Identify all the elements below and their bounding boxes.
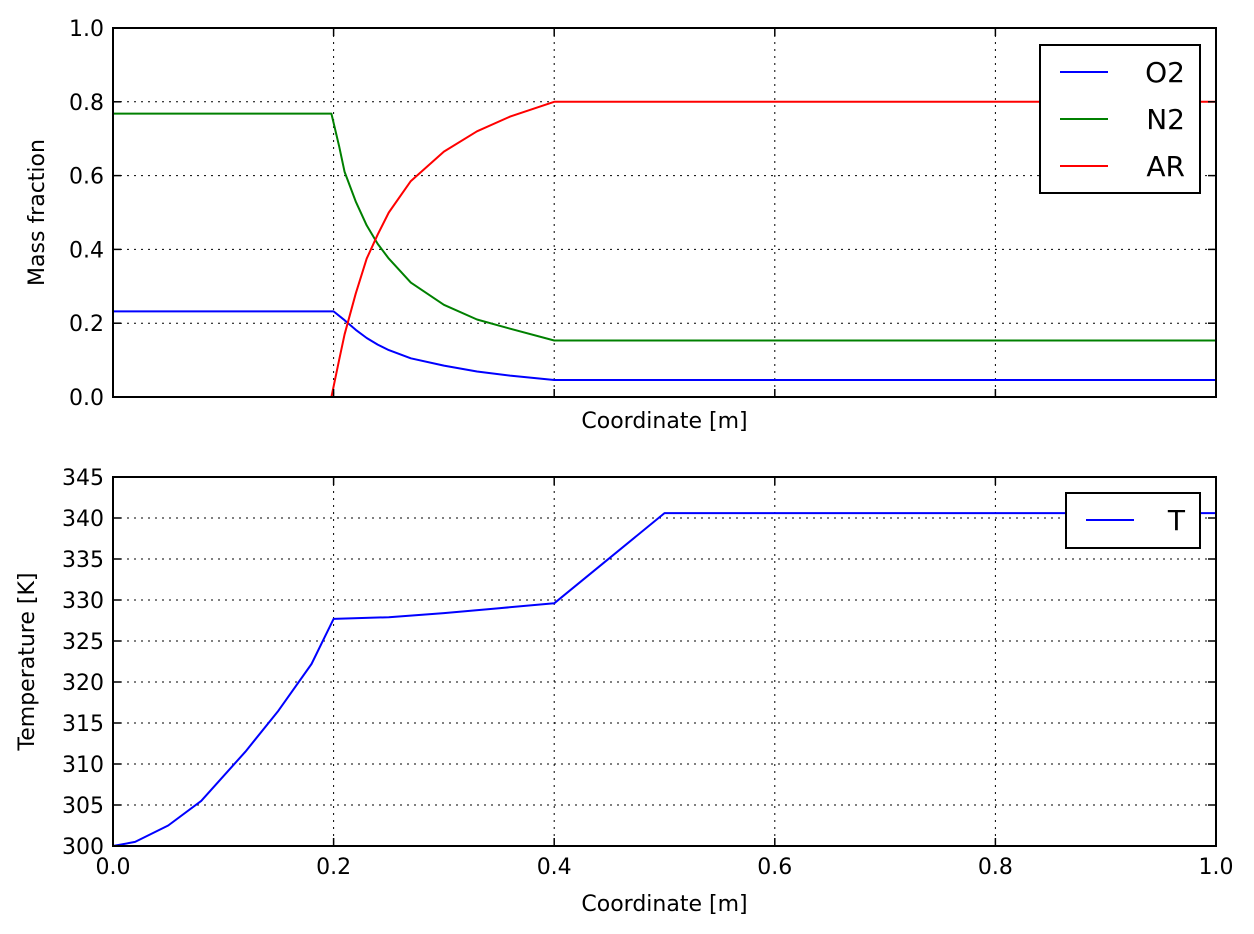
x-axis-label: Coordinate [m] xyxy=(581,409,747,434)
x-tick-label: 0.4 xyxy=(537,855,572,880)
legend-label-ar: AR xyxy=(1146,150,1185,183)
legend-label-n2: N2 xyxy=(1146,103,1185,136)
y-axis-label: Mass fraction xyxy=(25,139,50,286)
y-tick-label: 300 xyxy=(62,835,104,860)
y-tick-label: 1.0 xyxy=(69,17,104,42)
y-tick-label: 310 xyxy=(62,753,104,778)
x-tick-label: 0.8 xyxy=(978,855,1013,880)
y-tick-label: 0.8 xyxy=(69,91,104,116)
y-tick-label: 325 xyxy=(62,630,104,655)
y-tick-label: 0.4 xyxy=(69,238,104,263)
series-line-ar xyxy=(113,100,1216,398)
plot-frame xyxy=(112,27,1217,398)
x-tick-label: 1.0 xyxy=(1199,855,1234,880)
y-tick-label: 305 xyxy=(62,794,104,819)
y-tick-label: 345 xyxy=(62,466,104,491)
x-axis-label: Coordinate [m] xyxy=(581,892,747,917)
y-axis-label: Temperature [K] xyxy=(15,573,40,752)
series-line-o2 xyxy=(113,310,1216,381)
y-tick-label: 340 xyxy=(62,507,104,532)
plot-frame xyxy=(112,476,1217,847)
legend-label-t: T xyxy=(1167,504,1186,537)
legend: O2 N2 AR xyxy=(1039,44,1201,194)
x-tick-label: 0.0 xyxy=(96,855,131,880)
y-tick-label: 330 xyxy=(62,589,104,614)
y-tick-label: 320 xyxy=(62,671,104,696)
legend: T xyxy=(1065,492,1201,549)
y-tick-label: 0.2 xyxy=(69,312,104,337)
series-line-t xyxy=(112,512,1216,847)
temperature-chart: 300 305 310 315 320 325 330 335 340 345 0.0 0.2 0.4 0… xyxy=(15,466,1234,917)
legend-label-o2: O2 xyxy=(1145,56,1185,89)
mass-fraction-chart: 0.0 0.2 0.4 0.6 0.8 1.0 Coordinate [m] Mass fra… xyxy=(25,17,1217,434)
y-tick-label: 315 xyxy=(62,712,104,737)
y-tick-label: 335 xyxy=(62,548,104,573)
y-tick-label: 0.0 xyxy=(69,386,104,411)
series-line-n2 xyxy=(113,112,1216,342)
x-tick-label: 0.6 xyxy=(757,855,792,880)
x-tick-label: 0.2 xyxy=(316,855,351,880)
y-tick-label: 0.6 xyxy=(69,165,104,190)
